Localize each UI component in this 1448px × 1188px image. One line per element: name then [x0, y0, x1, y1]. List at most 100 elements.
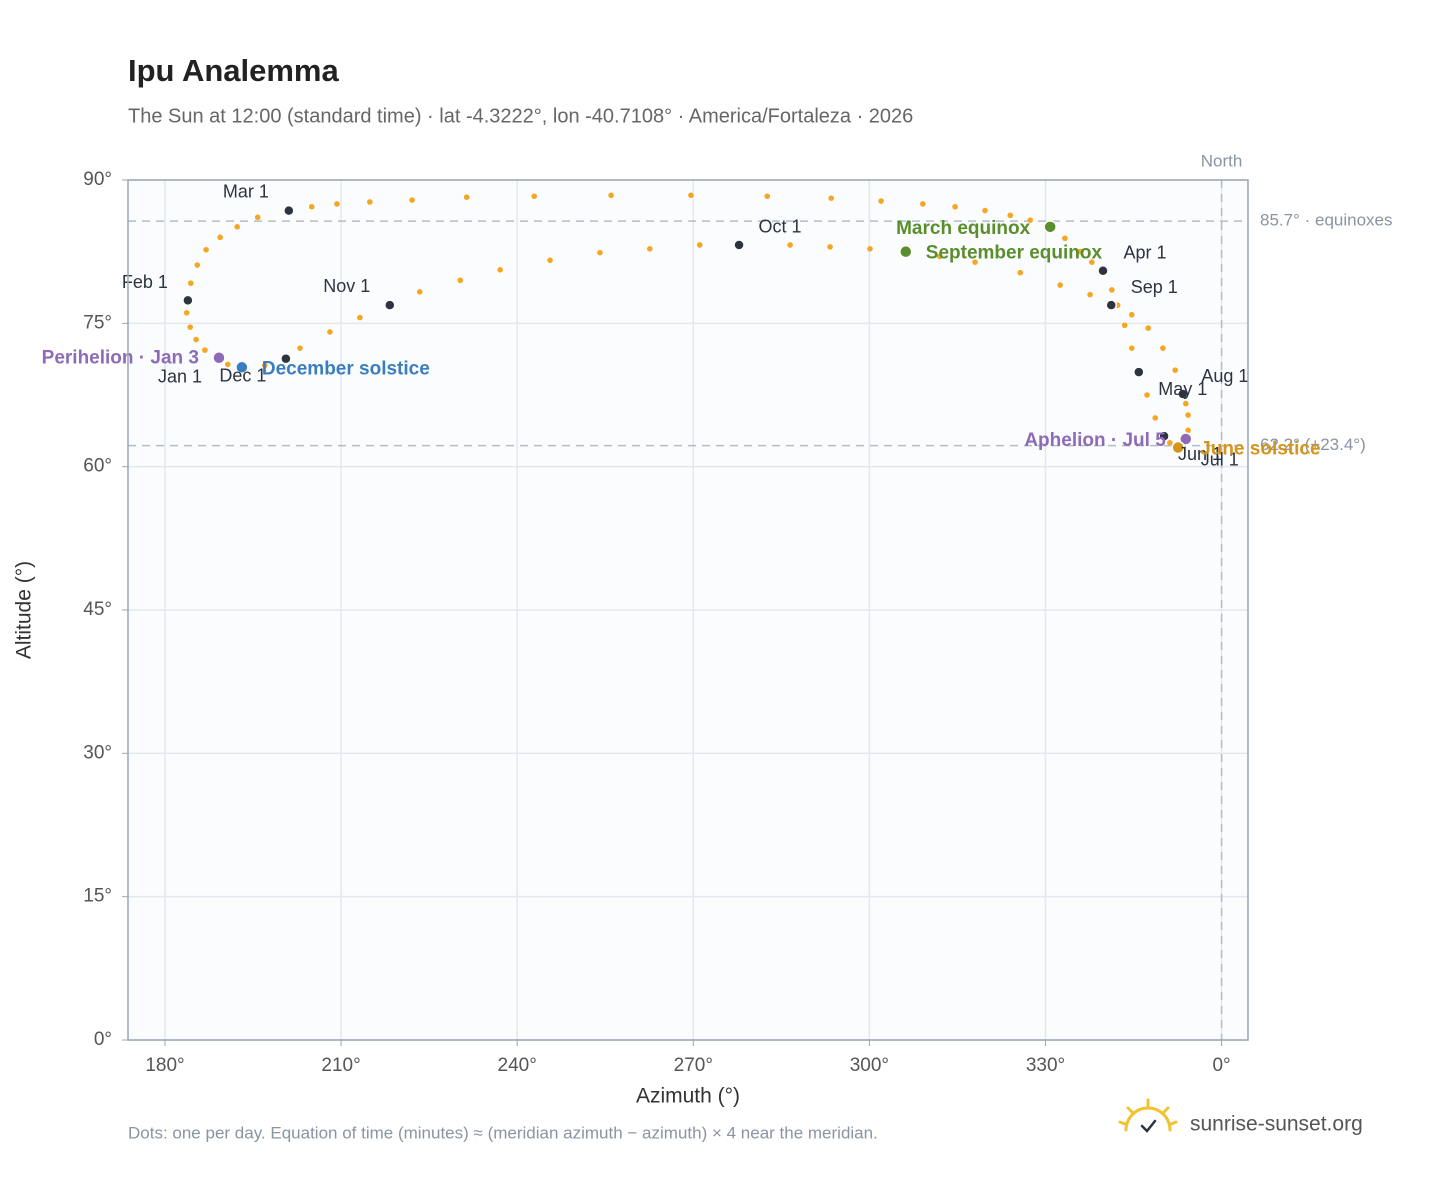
y-tick-label: 60° [83, 456, 112, 477]
daily-dot [547, 257, 553, 264]
daily-dot [203, 246, 209, 253]
daily-dot [647, 246, 653, 252]
daily-dot [688, 192, 694, 199]
x-axis-title: Azimuth (°) [636, 1085, 740, 1108]
daily-dot [183, 310, 190, 316]
daily-dot [787, 242, 793, 248]
daily-dot [234, 224, 240, 230]
daily-dot [1087, 291, 1093, 298]
chart-title: Ipu Analemma [128, 53, 339, 88]
daily-dot [597, 249, 603, 256]
daily-dot [357, 314, 363, 321]
daily-dot [937, 253, 943, 260]
daily-dot [920, 201, 926, 207]
daily-dot [1172, 367, 1179, 373]
x-tick-label: 0° [1212, 1055, 1230, 1076]
daily-dot [416, 289, 423, 295]
event-marker [235, 360, 249, 375]
daily-dot [327, 329, 333, 335]
event-marker [212, 350, 226, 365]
event-marker [899, 244, 913, 259]
event-marker [1179, 432, 1193, 446]
meridian-label: North [1201, 151, 1243, 170]
x-tick-label: 210° [321, 1055, 360, 1076]
month-label: Jun 1 [1178, 444, 1222, 464]
daily-dot [187, 324, 194, 330]
daily-dot [224, 361, 231, 368]
y-tick-label: 75° [83, 312, 112, 333]
daily-dot [217, 234, 223, 241]
month-marker [182, 294, 194, 307]
event-label: September equinox [926, 243, 1103, 264]
x-tick-label: 240° [498, 1055, 537, 1076]
daily-dot [1185, 427, 1191, 434]
daily-dot [1167, 439, 1173, 446]
daily-dot [1062, 235, 1068, 242]
x-tick-label: 330° [1026, 1055, 1065, 1076]
daily-dot [608, 192, 614, 199]
daily-dot [1017, 269, 1024, 276]
daily-dot [297, 345, 303, 351]
reference-label: 85.7° · equinoxes [1260, 211, 1393, 230]
event-label: Aphelion · Jul 5 [1024, 430, 1166, 451]
daily-dot [409, 197, 415, 203]
daily-dot [254, 214, 261, 221]
month-marker [1177, 388, 1189, 400]
daily-dot [1109, 287, 1115, 293]
brand-icon [1118, 1098, 1178, 1133]
month-label: Mar 1 [223, 181, 269, 201]
daily-dot [188, 280, 194, 287]
y-tick-label: 90° [83, 169, 112, 190]
brand: sunrise-sunset.org [1190, 1113, 1363, 1136]
daily-dot [1128, 345, 1135, 351]
daily-dot [828, 195, 835, 201]
daily-dot [193, 336, 199, 343]
month-label: Feb 1 [122, 272, 168, 292]
month-marker [283, 204, 295, 217]
daily-dot [827, 244, 833, 250]
y-tick-label: 0° [94, 1029, 112, 1050]
daily-dot [202, 347, 208, 353]
daily-dot [1007, 212, 1014, 219]
month-label: Sep 1 [1131, 277, 1178, 297]
month-marker [1133, 366, 1145, 378]
daily-dot [952, 203, 958, 210]
daily-dots [183, 192, 1191, 451]
month-label: May 1 [1158, 379, 1207, 399]
daily-dot [1128, 311, 1135, 318]
y-tick-label: 45° [83, 599, 112, 620]
daily-dot [1144, 392, 1150, 398]
month-marker [1097, 265, 1109, 277]
y-axis-title: Altitude (°) [13, 561, 36, 659]
x-tick-label: 270° [674, 1055, 713, 1076]
month-label: Jan 1 [158, 366, 202, 386]
month-label: Dec 1 [219, 365, 266, 385]
daily-dot [764, 193, 771, 200]
month-marker [1158, 430, 1170, 442]
daily-dot [497, 267, 503, 273]
x-tick-label: 180° [145, 1055, 184, 1076]
month-label: Aug 1 [1201, 366, 1248, 386]
daily-dot [1089, 259, 1095, 265]
daily-dot [463, 194, 470, 200]
reference-label: 62.2° (+23.4°) [1260, 435, 1366, 454]
month-label: Apr 1 [1123, 243, 1166, 263]
month-marker [384, 299, 396, 311]
daily-dot [1145, 325, 1152, 331]
daily-dot [878, 198, 884, 204]
event-label: December solstice [262, 358, 430, 379]
x-tick-label: 300° [850, 1055, 889, 1076]
daily-dot [867, 246, 873, 252]
daily-dot [1057, 282, 1063, 288]
daily-dot [982, 207, 988, 214]
reference-lines: 85.7° · equinoxes 62.2° (+23.4°) North [128, 151, 1393, 1040]
month-label: Oct 1 [759, 217, 802, 237]
daily-dot [308, 203, 315, 210]
event-label: March equinox [896, 218, 1031, 239]
daily-dot [261, 362, 268, 369]
event-marker [1043, 220, 1057, 234]
daily-dot [1152, 415, 1159, 421]
daily-dot [367, 199, 373, 205]
event-marker [1171, 440, 1185, 455]
